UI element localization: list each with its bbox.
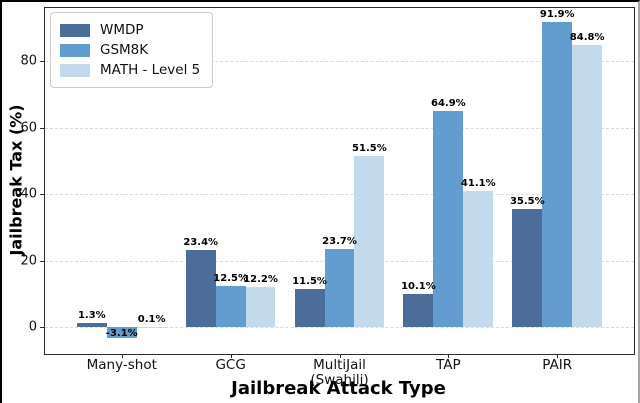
y-tick-mark xyxy=(39,260,44,262)
y-tick-mark xyxy=(39,127,44,129)
legend-label: MATH - Level 5 xyxy=(100,62,201,78)
gridline-60 xyxy=(45,127,634,129)
gridline-40 xyxy=(45,194,634,196)
bar xyxy=(403,293,434,328)
x-tick-label: GCG xyxy=(215,357,246,373)
bar-value-label: 12.5% xyxy=(213,272,248,284)
legend-swatch xyxy=(60,23,90,37)
legend-item: MATH - Level 5 xyxy=(60,60,200,80)
bar-value-label: 91.9% xyxy=(539,8,575,20)
bar-value-label: -3.1% xyxy=(105,328,138,340)
legend-label: GSM8K xyxy=(100,42,149,58)
bar-value-label: 23.7% xyxy=(322,235,357,247)
legend-item: WMDP xyxy=(60,20,200,40)
x-tick-mark xyxy=(448,354,450,358)
y-tick-label: 0 xyxy=(28,319,37,335)
x-tick-mark xyxy=(339,354,341,358)
bar-value-label: 0.1% xyxy=(137,314,166,326)
gridline-0 xyxy=(45,327,634,329)
y-tick-mark xyxy=(39,194,44,196)
legend-swatch xyxy=(60,43,90,57)
bar-value-label: 11.5% xyxy=(292,276,327,288)
bar xyxy=(106,327,137,338)
bar xyxy=(76,323,107,328)
bar xyxy=(512,209,543,328)
bar-value-label: 41.1% xyxy=(460,177,496,189)
y-tick-label: 80 xyxy=(20,53,37,69)
x-tick-mark xyxy=(557,354,559,358)
bar xyxy=(433,111,464,328)
bar xyxy=(572,45,603,328)
gridline-80 xyxy=(45,61,634,63)
bar xyxy=(215,285,246,328)
legend-item: GSM8K xyxy=(60,40,200,60)
bar-value-label: 23.4% xyxy=(183,236,219,248)
y-tick-label: 40 xyxy=(20,186,37,202)
x-tick-mark xyxy=(230,354,232,358)
plot-area: WMDP GSM8K MATH - Level 5 0 20 40 60 80 Many-sh… xyxy=(20,7,635,388)
bar xyxy=(136,327,167,329)
y-tick-mark xyxy=(39,327,44,329)
legend: WMDP GSM8K MATH - Level 5 xyxy=(50,12,214,88)
bar-value-label: 64.9% xyxy=(431,98,466,110)
bar xyxy=(185,249,216,328)
x-tick-mark xyxy=(121,354,123,358)
x-axis-title: Jailbreak Attack Type xyxy=(231,378,446,399)
bar xyxy=(463,190,494,328)
bar xyxy=(354,156,385,328)
bar-value-label: 1.3% xyxy=(77,310,106,322)
bar-value-label: 12.2% xyxy=(243,273,278,285)
bar xyxy=(324,248,355,328)
y-tick-label: 20 xyxy=(20,253,37,269)
bar xyxy=(542,21,573,328)
bar-value-label: 35.5% xyxy=(509,196,545,208)
bar xyxy=(294,289,325,328)
bar xyxy=(245,286,276,328)
y-tick-label: 60 xyxy=(20,120,37,136)
legend-label: WMDP xyxy=(100,22,144,38)
legend-swatch xyxy=(60,63,90,77)
x-tick-label: Many-shot xyxy=(86,357,157,373)
x-tick-label: PAIR xyxy=(542,357,573,373)
bar-value-label: 84.8% xyxy=(569,32,605,44)
x-tick-label: TAP xyxy=(436,357,461,373)
y-tick-mark xyxy=(39,61,44,63)
bar-value-label: 10.1% xyxy=(401,280,436,292)
bar-value-label: 51.5% xyxy=(352,143,387,155)
x-tick-label: MultiJail (Swahili) xyxy=(310,357,369,388)
